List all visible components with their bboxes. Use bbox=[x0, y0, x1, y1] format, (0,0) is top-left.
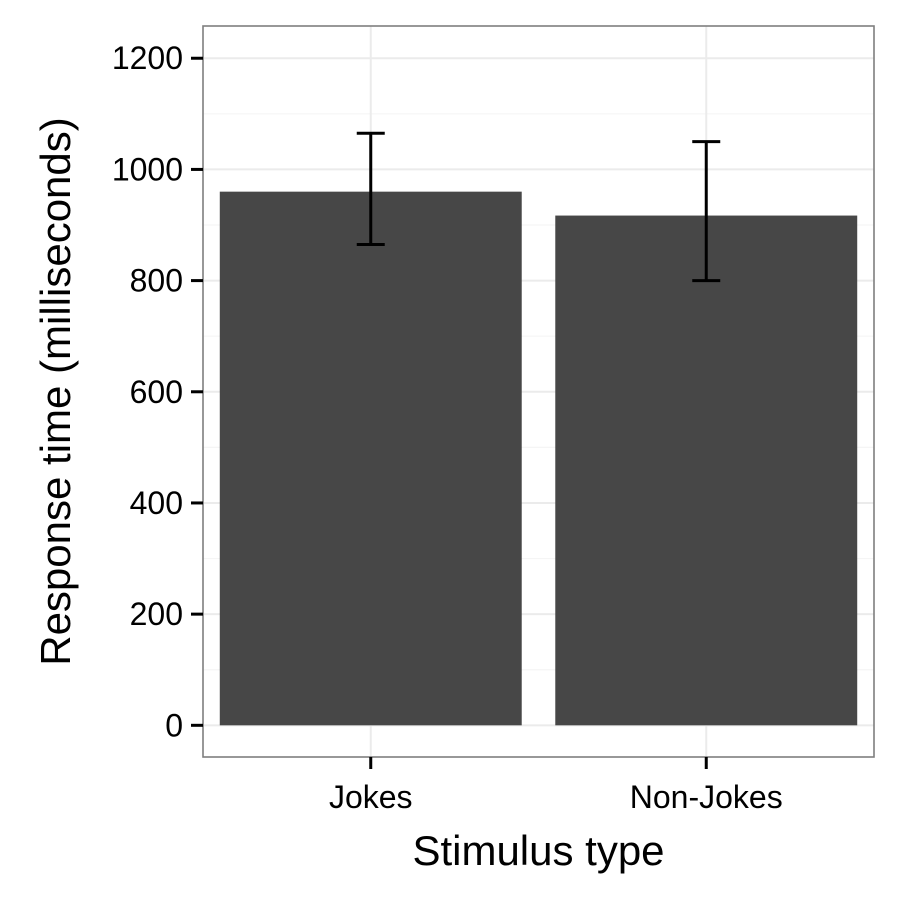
x-axis: Jokes Non-Jokes bbox=[329, 757, 783, 815]
bar-non-jokes bbox=[555, 215, 858, 726]
y-tick-label: 600 bbox=[130, 374, 183, 410]
y-tick-label: 200 bbox=[130, 596, 183, 632]
y-tick-label: 400 bbox=[130, 485, 183, 521]
y-tick-label: 1000 bbox=[112, 151, 183, 187]
bar-jokes bbox=[219, 191, 522, 726]
error-bar bbox=[356, 131, 385, 246]
x-tick-label: Non-Jokes bbox=[630, 779, 783, 815]
y-tick-label: 800 bbox=[130, 263, 183, 299]
x-tick-label: Jokes bbox=[329, 779, 413, 815]
error-bars bbox=[356, 131, 721, 283]
y-axis: 0 200 400 600 800 1000 1200 bbox=[112, 40, 203, 743]
y-tick-label: 0 bbox=[165, 707, 183, 743]
y-tick-label: 1200 bbox=[112, 40, 183, 76]
x-axis-title: Stimulus type bbox=[412, 827, 664, 874]
bars bbox=[219, 191, 858, 726]
error-bar bbox=[692, 140, 721, 283]
y-axis-title: Response time (milliseconds) bbox=[32, 117, 79, 666]
